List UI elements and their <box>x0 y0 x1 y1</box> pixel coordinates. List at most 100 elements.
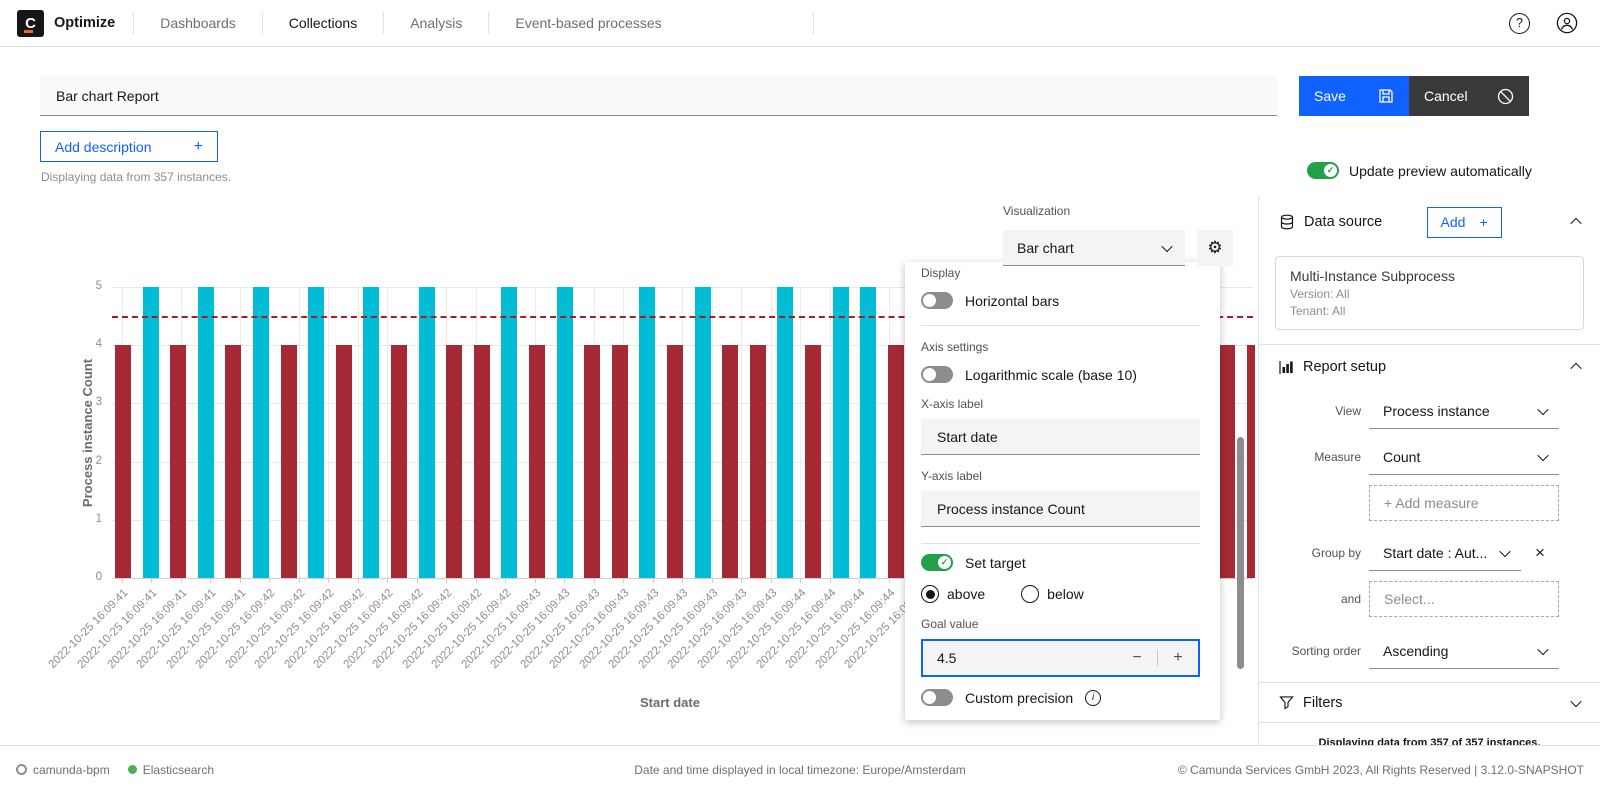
log-scale-toggle[interactable] <box>921 366 953 383</box>
gear-icon: ⚙ <box>1207 238 1222 258</box>
chart-bar <box>336 345 352 578</box>
goal-value-label: Goal value <box>921 617 1200 631</box>
add-measure-button[interactable]: + Add measure <box>1369 485 1559 521</box>
data-source-header[interactable]: Data source Add + <box>1259 196 1600 248</box>
nav-item-analysis[interactable]: Analysis <box>384 15 488 31</box>
divider <box>921 325 1200 326</box>
group-by-dropdown[interactable]: Start date : Aut... <box>1369 535 1521 571</box>
chart-bar <box>888 345 904 578</box>
filters-title: Filters <box>1303 695 1342 711</box>
camunda-logo-icon[interactable]: C <box>17 10 44 37</box>
chart-bar <box>170 345 186 578</box>
and-select-dropdown[interactable]: Select... <box>1369 581 1559 617</box>
increment-button[interactable]: + <box>1158 641 1198 675</box>
and-label: and <box>1259 592 1369 606</box>
user-icon[interactable] <box>1556 12 1578 34</box>
v-gridline <box>741 287 742 578</box>
help-icon[interactable]: ? <box>1509 13 1530 34</box>
measure-value: Count <box>1383 449 1420 465</box>
chart-bar <box>391 345 407 578</box>
update-preview-control: ✓ Update preview automatically <box>1307 162 1532 179</box>
above-radio[interactable] <box>921 585 939 603</box>
nav-item-event-based-processes[interactable]: Event-based processes <box>489 15 687 31</box>
report-config-panel: Data source Add + Multi-Instance Subproc… <box>1258 196 1600 745</box>
chart-bar <box>529 345 545 578</box>
v-gridline <box>830 287 831 578</box>
update-preview-toggle[interactable]: ✓ <box>1307 162 1339 179</box>
report-setup-title: Report setup <box>1303 359 1386 375</box>
add-measure-label: + Add measure <box>1384 495 1479 511</box>
nav-item-collections[interactable]: Collections <box>263 15 383 31</box>
measure-dropdown[interactable]: Count <box>1369 439 1559 475</box>
visualization-dropdown[interactable]: Bar chart <box>1003 230 1185 266</box>
visualization-label: Visualization <box>1003 204 1070 218</box>
below-radio[interactable] <box>1021 585 1039 603</box>
divider <box>921 543 1200 544</box>
custom-precision-toggle[interactable] <box>921 689 953 706</box>
footer-copyright: © Camunda Services GmbH 2023, All Rights… <box>1170 763 1584 777</box>
group-by-value: Start date : Aut... <box>1383 545 1487 561</box>
y-axis-label-input[interactable]: Process instance Count <box>921 491 1200 527</box>
chart-bar <box>722 345 738 578</box>
display-section-label: Display <box>921 266 1200 280</box>
cancel-button[interactable]: Cancel <box>1409 76 1529 116</box>
v-gridline <box>328 287 329 578</box>
and-placeholder: Select... <box>1384 591 1435 607</box>
chart-bar <box>667 345 683 578</box>
sorting-order-value: Ascending <box>1383 643 1448 659</box>
toggle-knob <box>923 368 936 381</box>
add-data-source-button[interactable]: Add + <box>1427 207 1502 238</box>
toggle-check-icon: ✓ <box>938 556 951 569</box>
info-icon[interactable]: i <box>1085 690 1101 706</box>
v-gridline <box>712 287 713 578</box>
toggle-check-icon: ✓ <box>1324 164 1337 177</box>
chevron-up-icon <box>1570 363 1581 374</box>
axis-settings-label: Axis settings <box>921 340 1200 354</box>
group-by-label: Group by <box>1259 546 1369 560</box>
decrement-button[interactable]: − <box>1117 641 1157 675</box>
add-description-button[interactable]: Add description + <box>40 131 218 162</box>
logo-letter: C <box>25 15 36 32</box>
update-preview-label: Update preview automatically <box>1349 163 1532 179</box>
report-title-input[interactable] <box>40 76 1277 116</box>
y-axis-title: Process instance Count <box>80 283 95 583</box>
save-button[interactable]: Save <box>1299 76 1409 116</box>
chart-bar <box>253 287 269 578</box>
chart-bar <box>419 287 435 578</box>
toggle-knob <box>923 691 936 704</box>
plus-icon: + <box>1479 214 1487 230</box>
view-dropdown[interactable]: Process instance <box>1369 393 1559 429</box>
filters-header[interactable]: Filters <box>1259 683 1600 722</box>
nav-divider <box>813 12 814 34</box>
x-axis-label-value: Start date <box>937 429 998 445</box>
view-label: View <box>1259 404 1369 418</box>
report-setup-icon <box>1279 360 1294 375</box>
chart-bar <box>1219 345 1235 578</box>
chart-bar <box>363 287 379 578</box>
data-source-card[interactable]: Multi-Instance Subprocess Version: All T… <box>1275 256 1584 330</box>
plus-icon: + <box>194 138 203 156</box>
goal-value-input[interactable]: 4.5 − + <box>921 639 1200 677</box>
v-gridline <box>387 287 388 578</box>
sorting-order-label: Sorting order <box>1259 644 1369 658</box>
report-setup-header[interactable]: Report setup <box>1259 345 1600 389</box>
remove-group-by-button[interactable]: × <box>1535 543 1545 563</box>
y-axis-label-label: Y-axis label <box>921 469 1200 483</box>
measure-label: Measure <box>1259 450 1369 464</box>
chevron-down-icon <box>1570 695 1581 706</box>
v-gridline <box>269 287 270 578</box>
sorting-order-dropdown[interactable]: Ascending <box>1369 633 1559 669</box>
footer: camunda-bpm Elasticsearch Date and time … <box>0 745 1600 793</box>
popover-scrollbar[interactable] <box>1237 437 1244 669</box>
chart-bar <box>695 287 711 578</box>
set-target-toggle[interactable]: ✓ <box>921 554 953 571</box>
cancel-label: Cancel <box>1424 88 1468 104</box>
y-axis-label-value: Process instance Count <box>937 501 1085 517</box>
chart-bar <box>612 345 628 578</box>
chart-settings-gear-button[interactable]: ⚙ <box>1197 230 1233 266</box>
nav-item-dashboards[interactable]: Dashboards <box>134 15 262 31</box>
chart-bar <box>501 287 517 578</box>
horizontal-bars-toggle[interactable] <box>921 292 953 309</box>
x-axis-label-input[interactable]: Start date <box>921 419 1200 455</box>
chart-bar <box>1247 345 1255 578</box>
